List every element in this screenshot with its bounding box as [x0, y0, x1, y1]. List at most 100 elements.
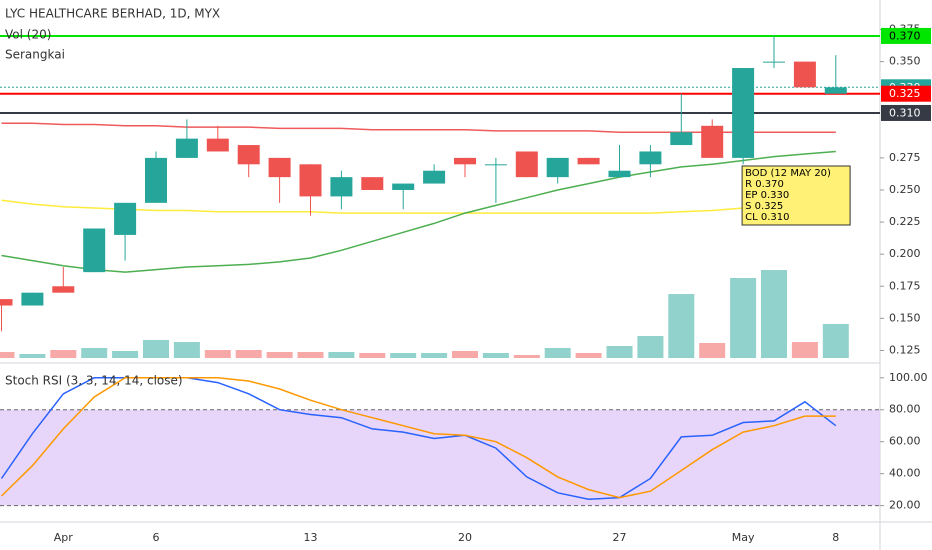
- volume-bar: [112, 351, 139, 358]
- x-tick-label: 8: [832, 531, 839, 544]
- volume-bar: [359, 353, 386, 358]
- annotation-text: CL 0.310: [745, 212, 789, 223]
- candle-body: [484, 164, 507, 166]
- price-label: 0.325: [889, 87, 921, 100]
- volume-bar: [513, 355, 540, 358]
- volume-bar: [606, 346, 633, 358]
- volume-bar: [699, 343, 726, 358]
- volume-bar: [19, 354, 46, 358]
- axes: Apr 6 13 20 27 May 8 0.125 0.150 0.175 0.200 0.225 0…: [54, 23, 931, 544]
- candle-body: [361, 177, 384, 190]
- volume-bar: [730, 278, 757, 358]
- y-tick-label: 0.275: [889, 151, 921, 164]
- candle-body: [546, 157, 569, 178]
- candle-body: [299, 164, 322, 197]
- candle-body: [670, 132, 693, 146]
- x-tick-label: 13: [304, 531, 318, 544]
- moving-average: [1, 150, 836, 273]
- volume-bar: [143, 340, 169, 358]
- moving-average: [1, 122, 836, 133]
- candle-body: [793, 61, 816, 88]
- x-tick-label: 6: [153, 531, 160, 544]
- candle-body: [0, 299, 13, 306]
- volume-bar: [482, 353, 509, 358]
- x-tick-label: Apr: [54, 531, 74, 544]
- volume-bar: [297, 352, 324, 358]
- volume-bar: [204, 350, 231, 358]
- candle-body: [206, 138, 229, 152]
- candle-body: [21, 292, 44, 306]
- volume-bar: [390, 353, 417, 358]
- price-label-bg: [881, 85, 931, 102]
- y-tick-label: 20.00: [889, 499, 921, 512]
- candle-body: [145, 157, 167, 203]
- candle-body: [763, 61, 785, 63]
- volume-bar: [0, 352, 15, 358]
- price-label-bg: [881, 104, 931, 121]
- annotation-text: EP 0.330: [745, 190, 789, 201]
- candle-body: [114, 202, 137, 235]
- price-label-bg: [881, 27, 931, 44]
- y-tick-label: 0.250: [889, 183, 921, 196]
- candle-body: [423, 170, 446, 184]
- y-tick-label: 0.200: [889, 247, 921, 260]
- candle-body: [237, 145, 260, 165]
- volume-bar: [761, 270, 787, 358]
- candle-body: [175, 138, 198, 158]
- x-tick-label: 27: [613, 531, 627, 544]
- chart-title: LYC HEALTHCARE BERHAD, 1D, MYX: [5, 7, 220, 21]
- candle-body: [52, 286, 75, 293]
- volume-bar: [421, 353, 448, 358]
- candle-body: [732, 68, 755, 158]
- x-tick-label: May: [732, 531, 755, 544]
- band-fill: [0, 409, 880, 506]
- stoch-line: [0, 377, 836, 499]
- candle-body: [83, 228, 106, 273]
- annotation-text: S 0.325: [745, 201, 783, 212]
- volume-bar: [266, 352, 293, 358]
- y-tick-label: 100.00: [889, 371, 928, 384]
- volume-bar: [173, 342, 200, 358]
- y-tick-label: 0.150: [889, 311, 921, 324]
- candle-body: [824, 87, 847, 94]
- candle-body: [577, 157, 600, 165]
- candle-body: [268, 157, 291, 178]
- volume-bar: [668, 294, 695, 358]
- candle-body: [701, 125, 724, 158]
- volume-bar: [328, 352, 355, 358]
- candle-body: [330, 177, 353, 197]
- stoch-title: Stoch RSI (3, 3, 14, 14, close): [5, 374, 183, 388]
- candle-body: [515, 151, 538, 178]
- candle-body: [608, 170, 631, 178]
- candle-body: [392, 183, 415, 190]
- y-tick-label: 40.00: [889, 467, 921, 480]
- y-tick-label: 0.225: [889, 215, 921, 228]
- stoch-pane: [0, 377, 880, 507]
- y-tick-label: 0.175: [889, 279, 921, 292]
- annotation-text: BOD (12 MAY 20): [745, 168, 831, 179]
- annotation-box: [741, 165, 851, 226]
- annotation-text: R 0.370: [745, 179, 784, 190]
- volume-bar: [235, 350, 262, 358]
- candle-body: [454, 157, 476, 165]
- volume-bar: [637, 336, 664, 358]
- candle-body: [639, 151, 662, 165]
- volume-bar: [50, 350, 77, 358]
- volume-bar: [544, 348, 571, 358]
- volume-bar: [791, 342, 818, 358]
- x-tick-label: 20: [458, 531, 472, 544]
- volume-bar: [81, 348, 108, 358]
- indicator-label: Vol (20): [5, 28, 51, 42]
- y-tick-label: 60.00: [889, 435, 921, 448]
- volume-bar: [822, 324, 849, 358]
- volume-bar: [575, 353, 602, 358]
- price-label: 0.370: [889, 29, 921, 42]
- volume-bar: [452, 351, 478, 358]
- y-tick-label: 0.125: [889, 343, 921, 356]
- price-label: 0.310: [889, 106, 921, 119]
- y-tick-label: 80.00: [889, 403, 921, 416]
- indicator-label: Serangkai: [5, 48, 65, 62]
- y-tick-label: 0.350: [889, 55, 921, 68]
